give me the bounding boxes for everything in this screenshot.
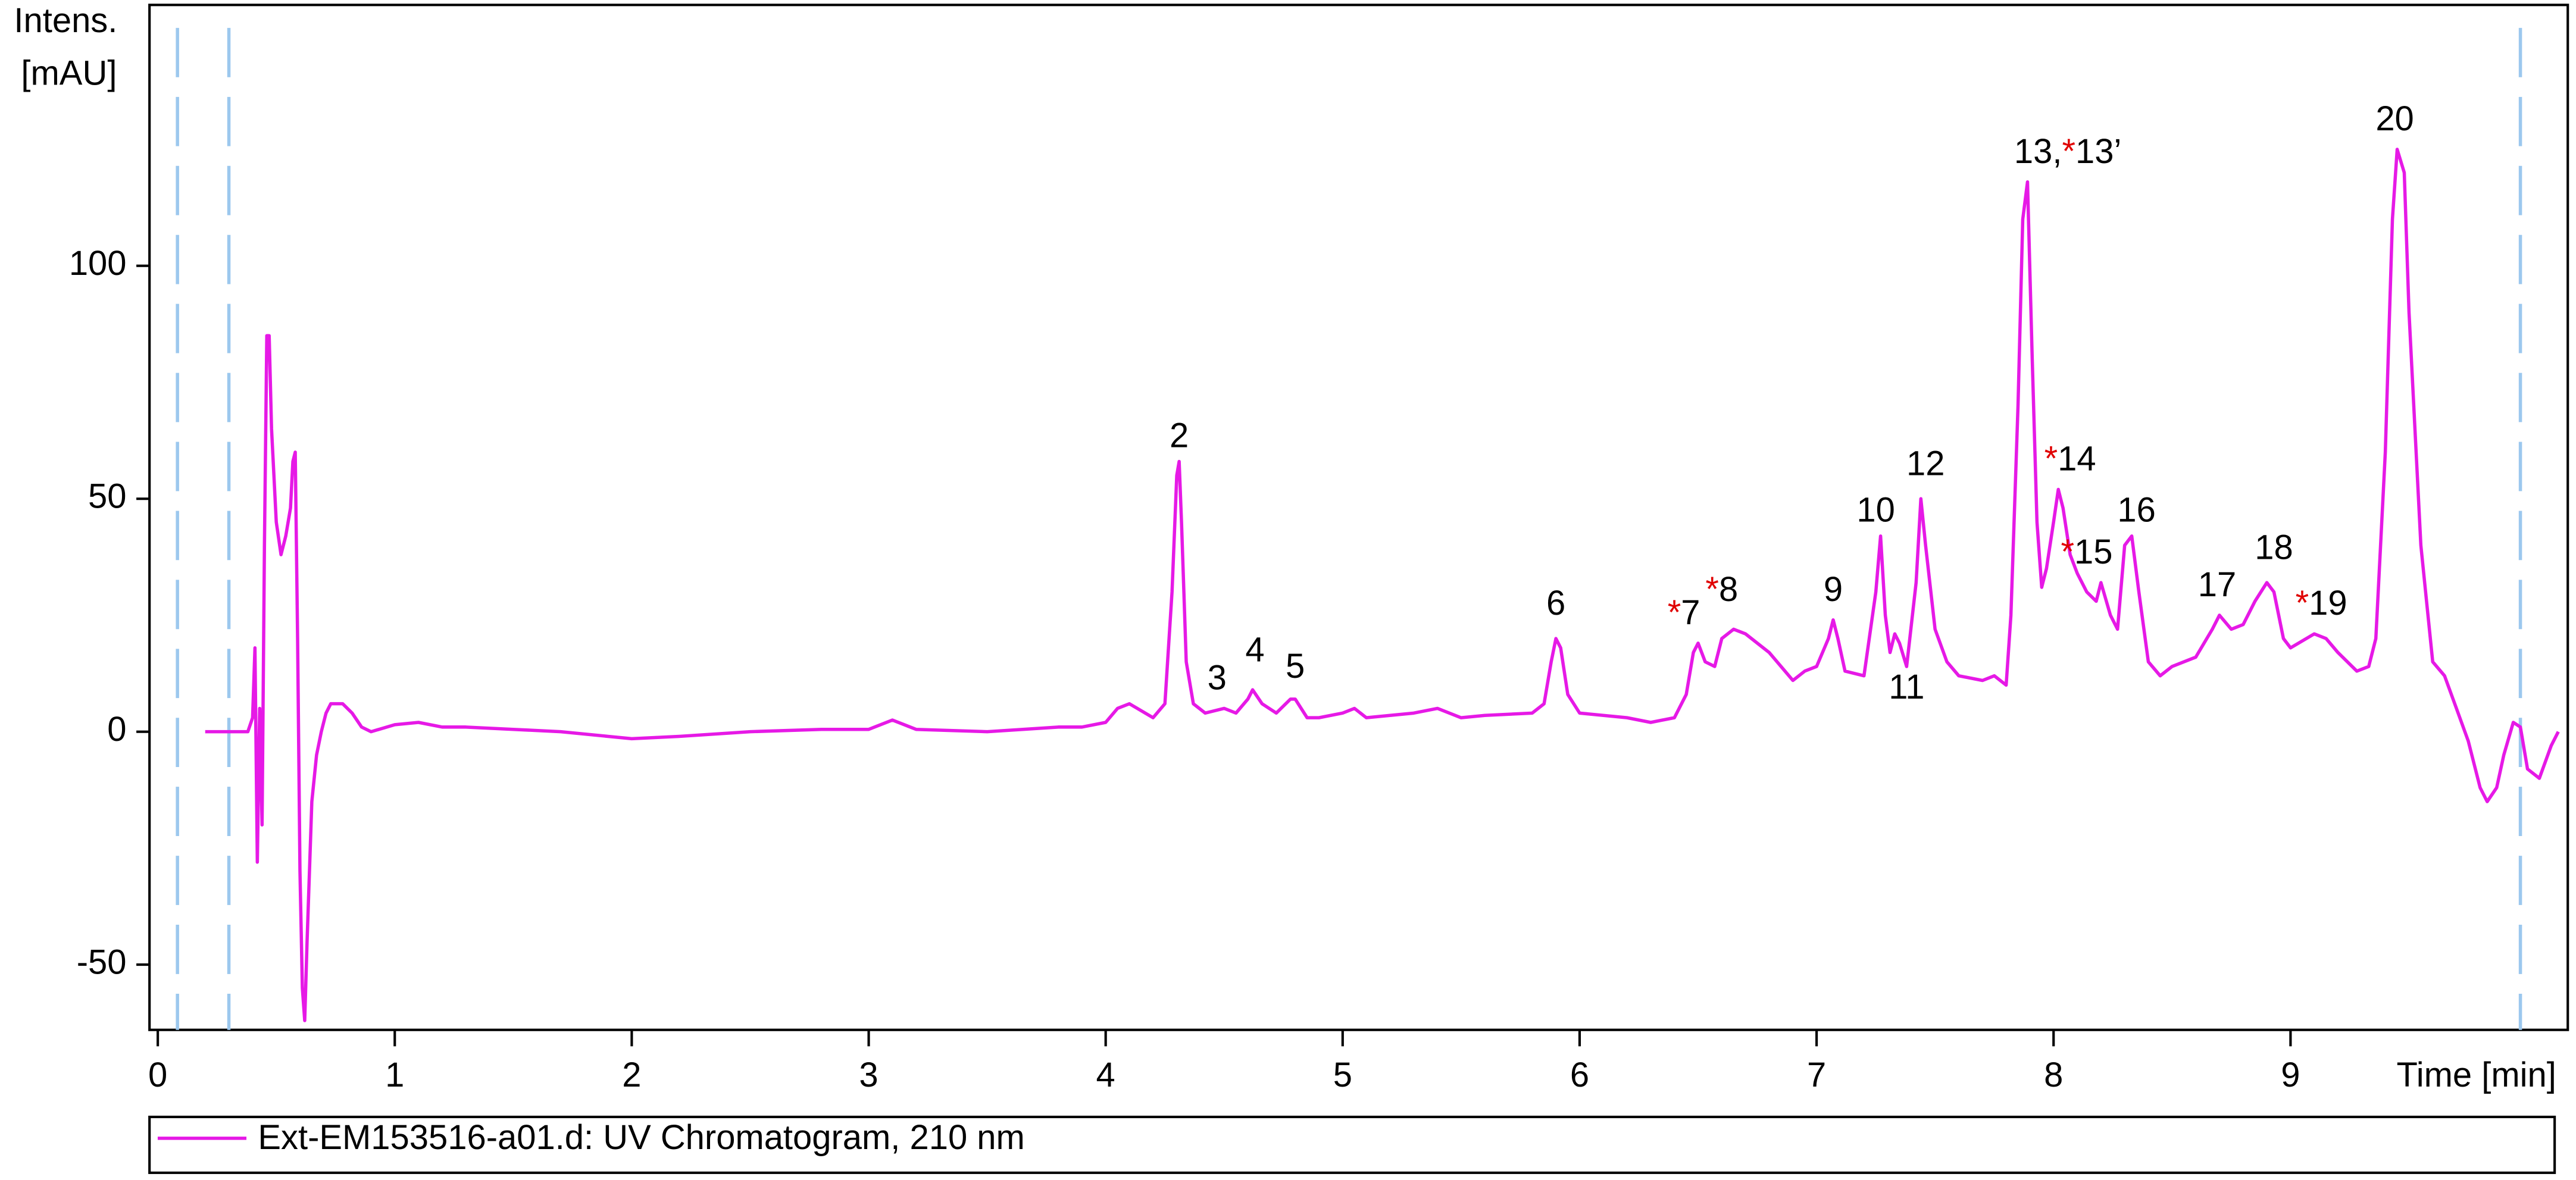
asterisk: * [2061, 533, 2074, 571]
peak-label: 16 [2117, 492, 2155, 530]
asterisk: * [1668, 594, 1681, 632]
x-tick-label: 6 [1570, 1056, 1589, 1094]
y-tick-label: -50 [77, 943, 127, 981]
peak-number: 7 [1681, 594, 1700, 632]
peak-number: 6 [1546, 585, 1565, 623]
legend: Ext-EM153516-a01.d: UV Chromatogram, 210… [148, 1115, 2556, 1174]
asterisk: * [2044, 440, 2058, 478]
x-axis-label: Time [min] [2397, 1056, 2556, 1094]
peak-label: 18 [2255, 529, 2293, 567]
peak-label: 11 [1889, 668, 1924, 706]
asterisk: * [2296, 585, 2309, 623]
peak-label: 5 [1286, 647, 1305, 686]
y-tick-label: 100 [69, 245, 127, 283]
peak-number: 17 [2198, 566, 2236, 604]
peak-number: 8 [1719, 571, 1738, 609]
peak-label: 13,*13’ [2014, 133, 2121, 171]
peak-number: 11 [1889, 668, 1924, 706]
x-tick-label: 5 [1333, 1056, 1352, 1094]
peak-label: 17 [2198, 566, 2236, 604]
x-tick-label: 8 [2044, 1056, 2063, 1094]
peak-label: 12 [1906, 445, 1944, 483]
peak-label: 10 [1856, 492, 1895, 530]
peak-number: 10 [1856, 492, 1895, 530]
x-tick-label: 7 [1807, 1056, 1826, 1094]
y-tick-label: 0 [107, 710, 126, 749]
peak-number: 4 [1245, 631, 1264, 669]
peak-label: *8 [1705, 571, 1738, 609]
peak-number: 2 [1170, 417, 1189, 455]
y-axis-label: Intens. [14, 2, 117, 40]
peak-label: *7 [1668, 594, 1700, 632]
legend-frame [148, 1115, 2556, 1174]
peak-number: 14 [2058, 440, 2096, 478]
peak-label: 6 [1546, 585, 1565, 623]
x-tick-label: 3 [859, 1056, 878, 1094]
x-tick-label: 0 [148, 1056, 167, 1094]
x-tick-label: 2 [622, 1056, 641, 1094]
peak-number: 13’ [2075, 133, 2121, 171]
y-tick-label: 50 [88, 477, 126, 515]
peak-label: *15 [2061, 533, 2112, 571]
peak-label: 20 [2375, 100, 2414, 138]
peak-label: 2 [1170, 417, 1189, 455]
peak-label: *14 [2044, 440, 2096, 478]
peak-number: 13, [2014, 133, 2062, 171]
trace-line [205, 148, 2560, 1022]
peak-number: 15 [2074, 533, 2112, 571]
peak-label: 3 [1208, 659, 1227, 697]
legend-label: Ext-EM153516-a01.d: UV Chromatogram, 210… [258, 1119, 1024, 1157]
x-tick-label: 1 [385, 1056, 404, 1094]
peak-number: 18 [2255, 529, 2293, 567]
peak-number: 20 [2375, 100, 2414, 138]
asterisk: * [2062, 133, 2075, 171]
asterisk: * [1705, 571, 1719, 609]
peak-number: 3 [1208, 659, 1227, 697]
y-axis-label: [mAU] [21, 54, 117, 92]
x-tick-label: 9 [2281, 1056, 2300, 1094]
peak-label: 9 [1824, 571, 1843, 609]
peak-number: 16 [2117, 492, 2155, 530]
plot-frame [148, 4, 2569, 1031]
peak-number: 12 [1906, 445, 1944, 483]
peak-label: *19 [2296, 585, 2347, 623]
peak-number: 19 [2309, 585, 2347, 623]
x-tick-label: 4 [1096, 1056, 1115, 1094]
peak-number: 9 [1824, 571, 1843, 609]
peak-number: 5 [1286, 647, 1305, 686]
peak-label: 4 [1245, 631, 1264, 669]
